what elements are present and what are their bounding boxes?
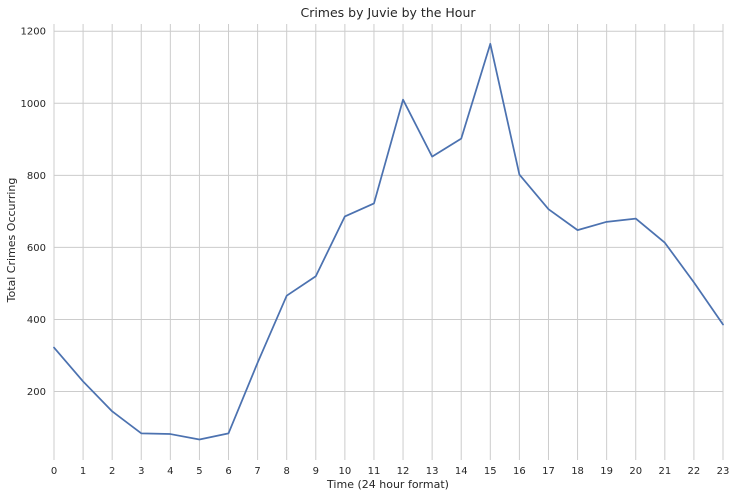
x-tick-label: 3 xyxy=(138,466,144,477)
y-tick-label: 400 xyxy=(27,315,46,326)
x-tick-label: 23 xyxy=(717,466,730,477)
x-tick-label: 20 xyxy=(629,466,642,477)
x-tick-label: 2 xyxy=(109,466,115,477)
x-tick-label: 0 xyxy=(51,466,57,477)
x-tick-label: 11 xyxy=(368,466,381,477)
x-tick-label: 6 xyxy=(225,466,231,477)
x-tick-label: 18 xyxy=(571,466,584,477)
y-tick-label: 1200 xyxy=(21,27,46,38)
x-tick-label: 19 xyxy=(600,466,613,477)
y-tick-label: 200 xyxy=(27,387,46,398)
x-tick-label: 1 xyxy=(80,466,86,477)
x-tick-label: 9 xyxy=(313,466,319,477)
x-tick-label: 7 xyxy=(254,466,260,477)
x-tick-label: 5 xyxy=(196,466,202,477)
series-line xyxy=(53,42,724,441)
x-tick-label: 16 xyxy=(513,466,526,477)
x-tick-label: 13 xyxy=(426,466,439,477)
x-tick-label: 21 xyxy=(658,466,671,477)
x-tick-label: 8 xyxy=(284,466,290,477)
x-tick-label: 10 xyxy=(339,466,352,477)
x-tick-label: 12 xyxy=(397,466,410,477)
y-tick-label: 800 xyxy=(27,171,46,182)
chart-title: Crimes by Juvie by the Hour xyxy=(300,5,476,20)
x-axis-label: Time (24 hour format) xyxy=(326,478,449,491)
x-tick-label: 4 xyxy=(167,466,173,477)
x-tick-label: 22 xyxy=(688,466,701,477)
x-tick-label: 17 xyxy=(542,466,555,477)
x-tick-label: 14 xyxy=(455,466,468,477)
x-tick-label: 15 xyxy=(484,466,497,477)
grid xyxy=(53,24,724,460)
y-axis-label: Total Crimes Occurring xyxy=(5,178,18,304)
y-tick-label: 1000 xyxy=(21,99,46,110)
tick-labels: 0 1 2 3 4 5 6 7 8 9 10 11 12 13 14 15 16 17 18 19 20 21 22 2320… xyxy=(21,27,730,477)
y-tick-label: 600 xyxy=(27,243,46,254)
